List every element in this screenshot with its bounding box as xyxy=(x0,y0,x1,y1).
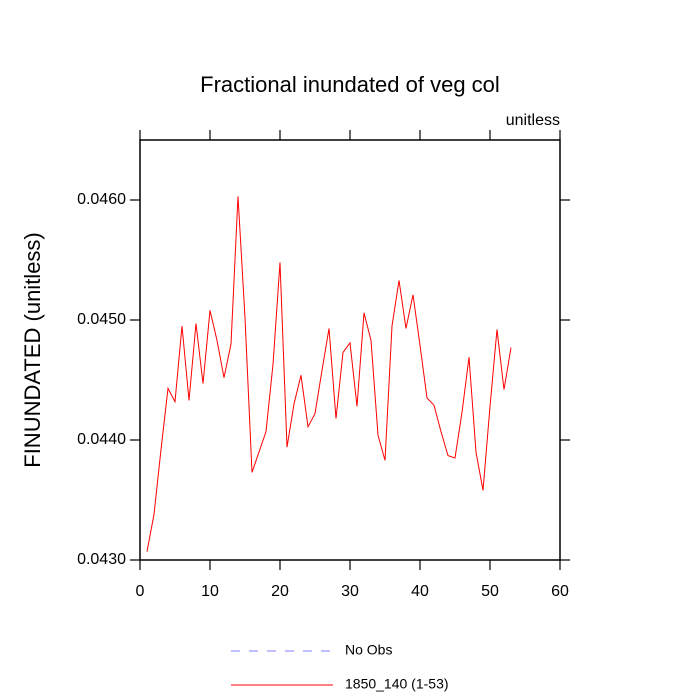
y-tick-label: 0.0430 xyxy=(77,551,126,568)
x-tick-label: 20 xyxy=(271,583,289,600)
x-tick-label: 40 xyxy=(411,583,429,600)
chart-title: Fractional inundated of veg col xyxy=(200,72,500,97)
y-axis-title: FINUNDATED (unitless) xyxy=(20,232,45,468)
x-tick-label: 30 xyxy=(341,583,359,600)
x-tick-label: 60 xyxy=(551,583,569,600)
x-tick-label: 10 xyxy=(201,583,219,600)
legend-label: No Obs xyxy=(345,642,392,658)
plot-frame xyxy=(139,139,561,561)
data-line xyxy=(146,196,512,552)
y-tick-label: 0.0440 xyxy=(77,431,126,448)
x-tick-label: 50 xyxy=(481,583,499,600)
x-tick-label: 0 xyxy=(136,583,145,600)
units-label: unitless xyxy=(506,112,560,129)
y-tick-label: 0.0450 xyxy=(77,311,126,328)
legend-label: 1850_140 (1-53) xyxy=(345,676,449,692)
y-tick-label: 0.0460 xyxy=(77,191,126,208)
